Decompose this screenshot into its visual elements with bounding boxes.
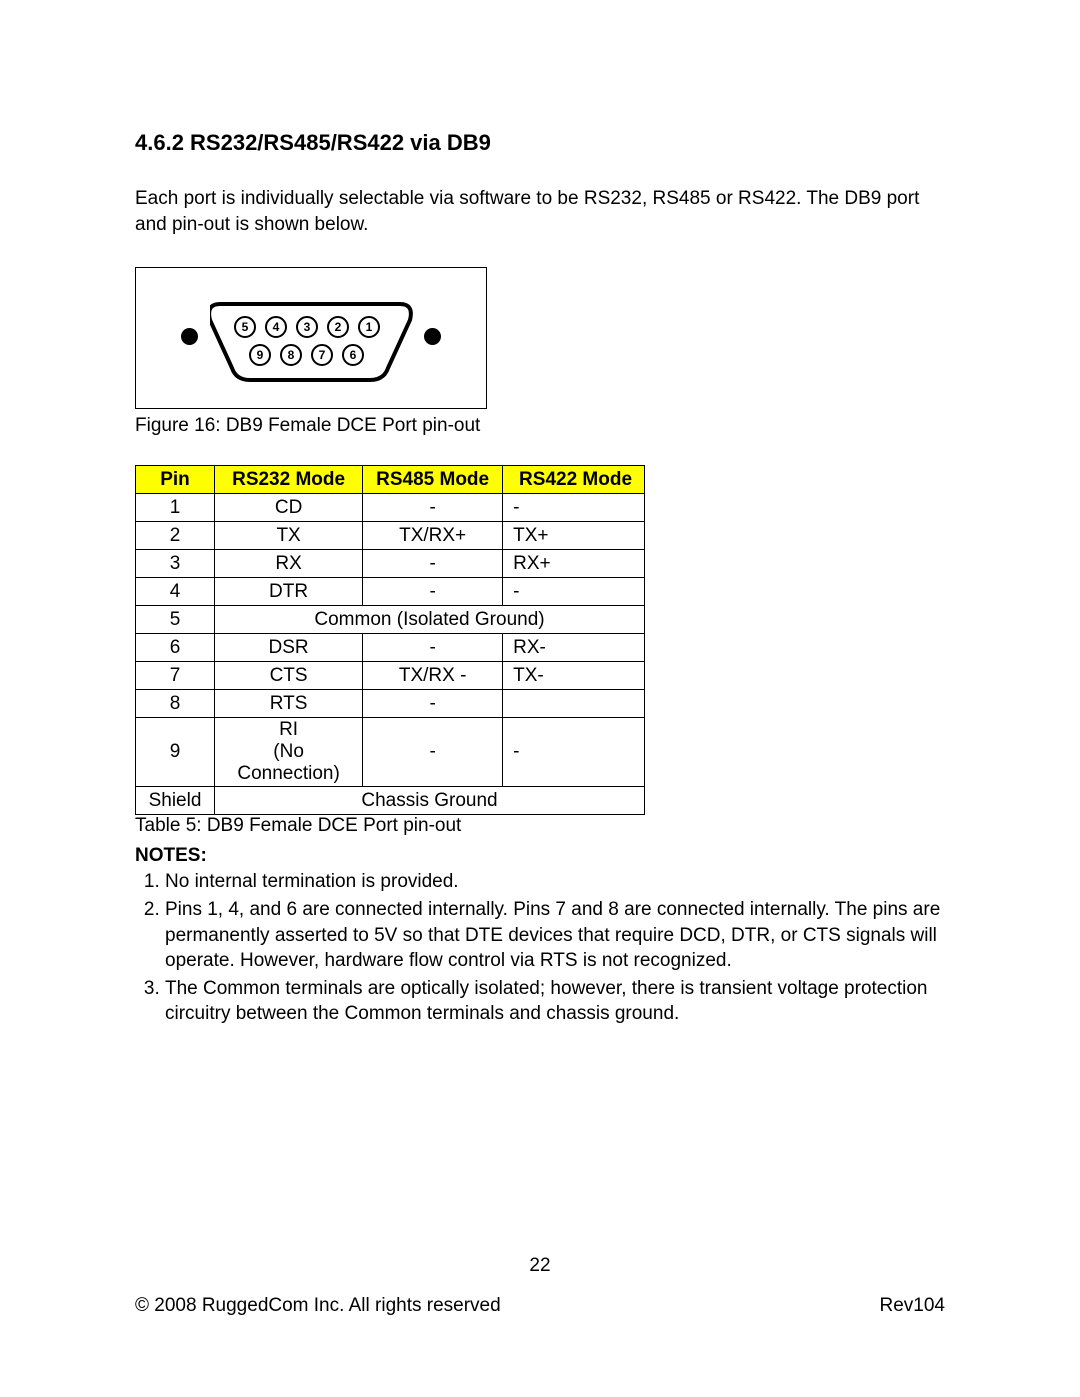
pinout-table: Pin RS232 Mode RS485 Mode RS422 Mode 1CD… [135, 465, 645, 815]
cell-rs485: TX/RX+ [363, 522, 503, 550]
table-row: 9RI(No Connection)-- [136, 718, 645, 787]
table-row: 6DSR-RX- [136, 634, 645, 662]
cell-pin: 4 [136, 578, 215, 606]
cell-rs232: CD [215, 494, 363, 522]
page-number: 22 [0, 1255, 1080, 1277]
figure-caption: Figure 16: DB9 Female DCE Port pin-out [135, 415, 945, 437]
cell-rs485: - [363, 634, 503, 662]
cell-rs232: DTR [215, 578, 363, 606]
cell-rs422: TX- [503, 662, 645, 690]
page-content: 4.6.2 RS232/RS485/RS422 via DB9 Each por… [0, 0, 1080, 1027]
cell-rs422: - [503, 494, 645, 522]
note-item: No internal termination is provided. [165, 869, 945, 895]
table-row: ShieldChassis Ground [136, 787, 645, 815]
table-row: 2TXTX/RX+TX+ [136, 522, 645, 550]
table-row: 8RTS- [136, 690, 645, 718]
footer-revision: Rev104 [880, 1295, 946, 1317]
cell-span: Common (Isolated Ground) [215, 606, 645, 634]
table-caption: Table 5: DB9 Female DCE Port pin-out [135, 815, 945, 837]
cell-rs485: - [363, 690, 503, 718]
table-row: 3RX-RX+ [136, 550, 645, 578]
notes-list: No internal termination is provided.Pins… [135, 869, 945, 1027]
cell-pin: Shield [136, 787, 215, 815]
db9-shell-svg [210, 296, 414, 388]
table-row: 1CD-- [136, 494, 645, 522]
db9-figure: 543219876 [135, 267, 487, 409]
cell-pin: 5 [136, 606, 215, 634]
cell-rs485: - [363, 494, 503, 522]
table-row: 7CTSTX/RX -TX- [136, 662, 645, 690]
cell-rs422: RX- [503, 634, 645, 662]
screw-left-icon [181, 328, 198, 345]
cell-pin: 2 [136, 522, 215, 550]
screw-right-icon [424, 328, 441, 345]
note-item: The Common terminals are optically isola… [165, 976, 945, 1027]
table-row: 4DTR-- [136, 578, 645, 606]
col-header-pin: Pin [136, 466, 215, 494]
cell-pin: 1 [136, 494, 215, 522]
footer-copyright: © 2008 RuggedCom Inc. All rights reserve… [135, 1295, 501, 1317]
cell-rs485: TX/RX - [363, 662, 503, 690]
cell-pin: 7 [136, 662, 215, 690]
cell-pin: 6 [136, 634, 215, 662]
cell-rs232: RI(No Connection) [215, 718, 363, 787]
section-heading: 4.6.2 RS232/RS485/RS422 via DB9 [135, 130, 945, 156]
cell-rs232: RX [215, 550, 363, 578]
cell-rs485: - [363, 718, 503, 787]
cell-span: Chassis Ground [215, 787, 645, 815]
cell-pin: 8 [136, 690, 215, 718]
cell-rs232: TX [215, 522, 363, 550]
table-row: 5Common (Isolated Ground) [136, 606, 645, 634]
cell-rs422: - [503, 578, 645, 606]
cell-rs485: - [363, 578, 503, 606]
cell-rs422: RX+ [503, 550, 645, 578]
col-header-rs422: RS422 Mode [503, 466, 645, 494]
col-header-rs485: RS485 Mode [363, 466, 503, 494]
db9-shell: 543219876 [210, 296, 414, 393]
cell-rs422: TX+ [503, 522, 645, 550]
cell-rs232: RTS [215, 690, 363, 718]
cell-pin: 3 [136, 550, 215, 578]
cell-rs422: - [503, 718, 645, 787]
cell-rs232: DSR [215, 634, 363, 662]
cell-pin: 9 [136, 718, 215, 787]
cell-rs422 [503, 690, 645, 718]
notes-heading: NOTES: [135, 845, 945, 867]
note-item: Pins 1, 4, and 6 are connected internall… [165, 897, 945, 974]
cell-rs232: CTS [215, 662, 363, 690]
col-header-rs232: RS232 Mode [215, 466, 363, 494]
page-footer: © 2008 RuggedCom Inc. All rights reserve… [135, 1295, 945, 1317]
cell-rs485: - [363, 550, 503, 578]
table-header-row: Pin RS232 Mode RS485 Mode RS422 Mode [136, 466, 645, 494]
intro-paragraph: Each port is individually selectable via… [135, 186, 945, 237]
